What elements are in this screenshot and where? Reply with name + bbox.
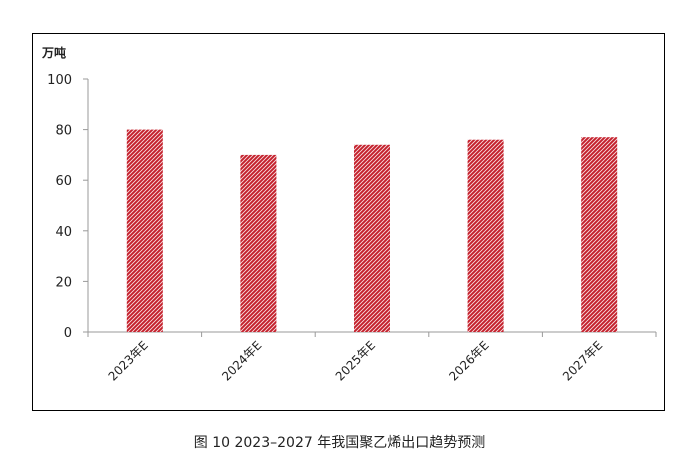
- y-tick-label: 20: [55, 275, 72, 290]
- bar: [467, 139, 504, 332]
- chart-frame: [32, 33, 665, 411]
- x-tick-label: 2027年E: [560, 338, 605, 383]
- x-tick-label: 2023年E: [106, 338, 151, 383]
- y-tick-label: 0: [64, 326, 72, 341]
- bar: [240, 154, 277, 332]
- y-tick-label: 100: [47, 73, 72, 88]
- bar: [581, 137, 618, 332]
- y-axis-label: 万吨: [41, 45, 66, 60]
- tick-labels: 0 20 40 60 80 100 万吨 2023年E 2024年E 2025年E 2026年E 20…: [41, 45, 605, 384]
- y-tick-label: 40: [55, 225, 72, 240]
- bar: [126, 129, 163, 332]
- axes: [83, 78, 657, 337]
- x-tick-label: 2025年E: [333, 338, 378, 383]
- bar: [354, 144, 390, 332]
- bars: [126, 129, 618, 332]
- figure-caption: 图 10 2023–2027 年我国聚乙烯出口趋势预测: [193, 435, 486, 451]
- y-tick-label: 80: [55, 124, 72, 139]
- x-tick-label: 2024年E: [219, 338, 264, 383]
- y-tick-label: 60: [55, 174, 72, 189]
- x-tick-label: 2026年E: [446, 338, 491, 383]
